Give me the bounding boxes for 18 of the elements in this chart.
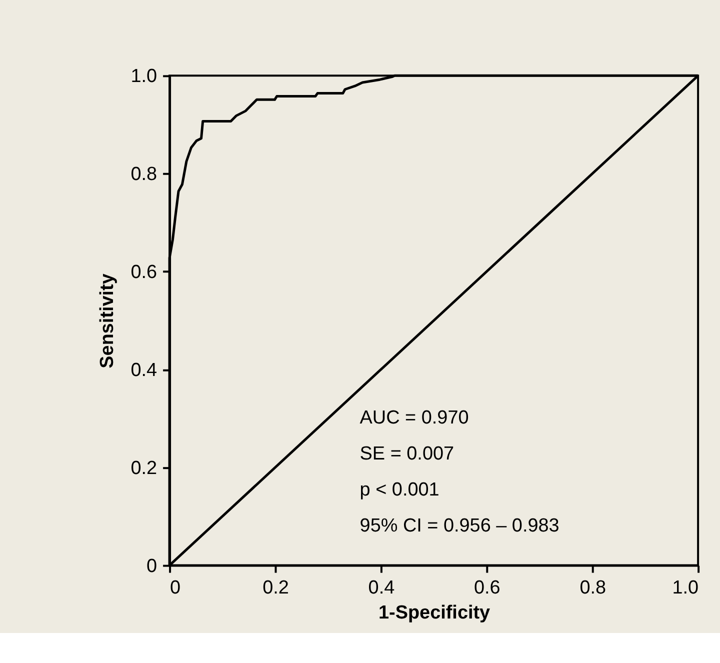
y-tick-label: 0.4 <box>130 360 158 381</box>
x-tick-label: 0 <box>170 578 181 599</box>
y-tick-label: 1.0 <box>130 66 158 88</box>
x-tick-label: 0.6 <box>474 578 500 599</box>
x-tick-label: 1.0 <box>672 578 699 599</box>
annotation: AUC = 0.970 <box>360 408 469 429</box>
annotation: SE = 0.007 <box>360 444 454 465</box>
annotation: p < 0.001 <box>360 480 440 501</box>
y-tick-label: 0.2 <box>130 458 158 479</box>
x-axis-title: 1-Specificity <box>378 602 491 624</box>
y-tick-label: 0 <box>146 556 158 577</box>
y-tick-label: 0.8 <box>130 164 158 186</box>
x-tick-label: 0.4 <box>368 578 395 599</box>
y-tick-label: 0.6 <box>130 262 158 284</box>
x-tick-label: 0.8 <box>580 578 606 599</box>
y-axis-title: Sensitivity <box>96 273 118 368</box>
annotation: 95% CI = 0.956 – 0.983 <box>360 515 560 536</box>
x-tick-label: 0.2 <box>262 578 289 599</box>
